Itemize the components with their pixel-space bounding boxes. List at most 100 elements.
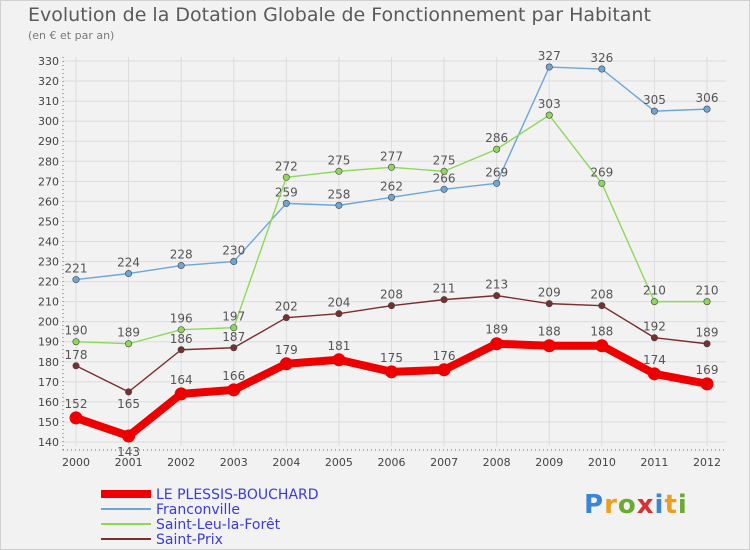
data-label: 269 — [485, 165, 508, 179]
y-tick-label: 200 — [38, 316, 59, 329]
data-label: 175 — [380, 351, 403, 365]
x-tick-label: 2009 — [535, 456, 563, 469]
data-point — [335, 310, 343, 318]
data-label: 189 — [117, 326, 140, 340]
y-tick-label: 140 — [38, 436, 59, 449]
data-label: 211 — [433, 282, 456, 296]
chart-title: Evolution de la Dotation Globale de Fonc… — [28, 4, 651, 26]
data-point — [227, 383, 241, 397]
data-point — [72, 362, 80, 370]
data-point — [282, 199, 290, 207]
data-point — [177, 346, 185, 354]
data-label: 186 — [170, 332, 193, 346]
data-label: 210 — [643, 284, 666, 298]
data-point — [69, 411, 83, 425]
y-tick-label: 250 — [38, 215, 59, 228]
y-tick-label: 290 — [38, 135, 59, 148]
data-point — [125, 340, 133, 348]
data-point — [335, 167, 343, 175]
data-point — [332, 353, 346, 367]
data-label: 169 — [696, 363, 719, 377]
data-point — [703, 105, 711, 113]
data-point — [650, 107, 658, 115]
data-label: 230 — [222, 244, 245, 258]
y-tick-label: 320 — [38, 75, 59, 88]
data-label: 269 — [590, 165, 613, 179]
logo-letter: o — [617, 490, 637, 520]
x-tick-label: 2004 — [272, 456, 300, 469]
y-tick-label: 220 — [38, 276, 59, 289]
data-label: 202 — [275, 300, 298, 314]
data-label: 213 — [485, 278, 508, 292]
logo-letter: t — [664, 490, 678, 520]
data-point — [545, 111, 553, 119]
data-point — [385, 365, 398, 379]
data-label: 189 — [696, 326, 719, 340]
y-tick-label: 240 — [38, 235, 59, 248]
data-label: 208 — [590, 288, 613, 302]
y-tick-label: 280 — [38, 155, 59, 168]
data-label: 196 — [170, 312, 193, 326]
data-label: 327 — [538, 49, 561, 63]
x-tick-label: 2006 — [378, 456, 406, 469]
data-label: 178 — [65, 348, 88, 362]
x-tick-label: 2000 — [62, 456, 90, 469]
data-point — [230, 344, 238, 352]
x-tick-label: 2011 — [640, 456, 668, 469]
data-label: 152 — [65, 397, 88, 411]
data-point — [387, 163, 395, 171]
data-point — [282, 173, 290, 181]
data-label: 179 — [275, 343, 298, 357]
data-label: 275 — [433, 153, 456, 167]
data-label: 266 — [433, 171, 456, 185]
data-point — [282, 314, 290, 322]
x-tick-label: 2005 — [325, 456, 353, 469]
y-tick-label: 260 — [38, 195, 59, 208]
data-point — [440, 167, 448, 175]
logo-letter: x — [636, 490, 655, 520]
data-point — [493, 145, 501, 153]
data-label: 272 — [275, 159, 298, 173]
data-point — [545, 63, 553, 71]
data-label: 166 — [222, 369, 245, 383]
data-point — [650, 298, 658, 306]
logo-letter: i — [677, 490, 688, 520]
data-point — [122, 429, 136, 443]
chart-subtitle: (en € et par an) — [28, 29, 115, 42]
x-tick-label: 2008 — [483, 456, 511, 469]
x-tick-label: 2001 — [115, 456, 143, 469]
y-tick-label: 190 — [38, 336, 59, 349]
x-tick-label: 2007 — [430, 456, 458, 469]
data-point — [125, 388, 133, 396]
data-label: 181 — [327, 339, 350, 353]
data-point — [598, 65, 606, 73]
y-tick-label: 230 — [38, 256, 59, 269]
data-label: 306 — [696, 91, 719, 105]
data-point — [72, 276, 80, 284]
data-label: 164 — [170, 373, 193, 387]
data-label: 187 — [222, 330, 245, 344]
data-point — [703, 340, 711, 348]
data-label: 190 — [65, 324, 88, 338]
data-label: 197 — [222, 310, 245, 324]
data-label: 174 — [643, 353, 666, 367]
data-label: 224 — [117, 256, 140, 270]
data-point — [437, 363, 451, 377]
data-point — [335, 201, 343, 209]
y-tick-label: 310 — [38, 95, 59, 108]
data-point — [174, 387, 188, 401]
data-label: 188 — [538, 325, 561, 339]
y-tick-label: 150 — [38, 416, 59, 429]
data-point — [598, 179, 606, 187]
data-label: 189 — [485, 323, 508, 337]
series-franconville: 221 224 228 230 259 258 262 266 269 327 326 305 306 — [65, 49, 719, 284]
data-label: 275 — [327, 153, 350, 167]
data-point — [230, 258, 238, 266]
data-label: 165 — [117, 397, 140, 411]
legend-label: Saint-Prix — [156, 532, 223, 548]
plot-area — [63, 57, 726, 442]
data-point — [493, 292, 501, 300]
data-label: 221 — [65, 262, 88, 276]
data-label: 303 — [538, 97, 561, 111]
